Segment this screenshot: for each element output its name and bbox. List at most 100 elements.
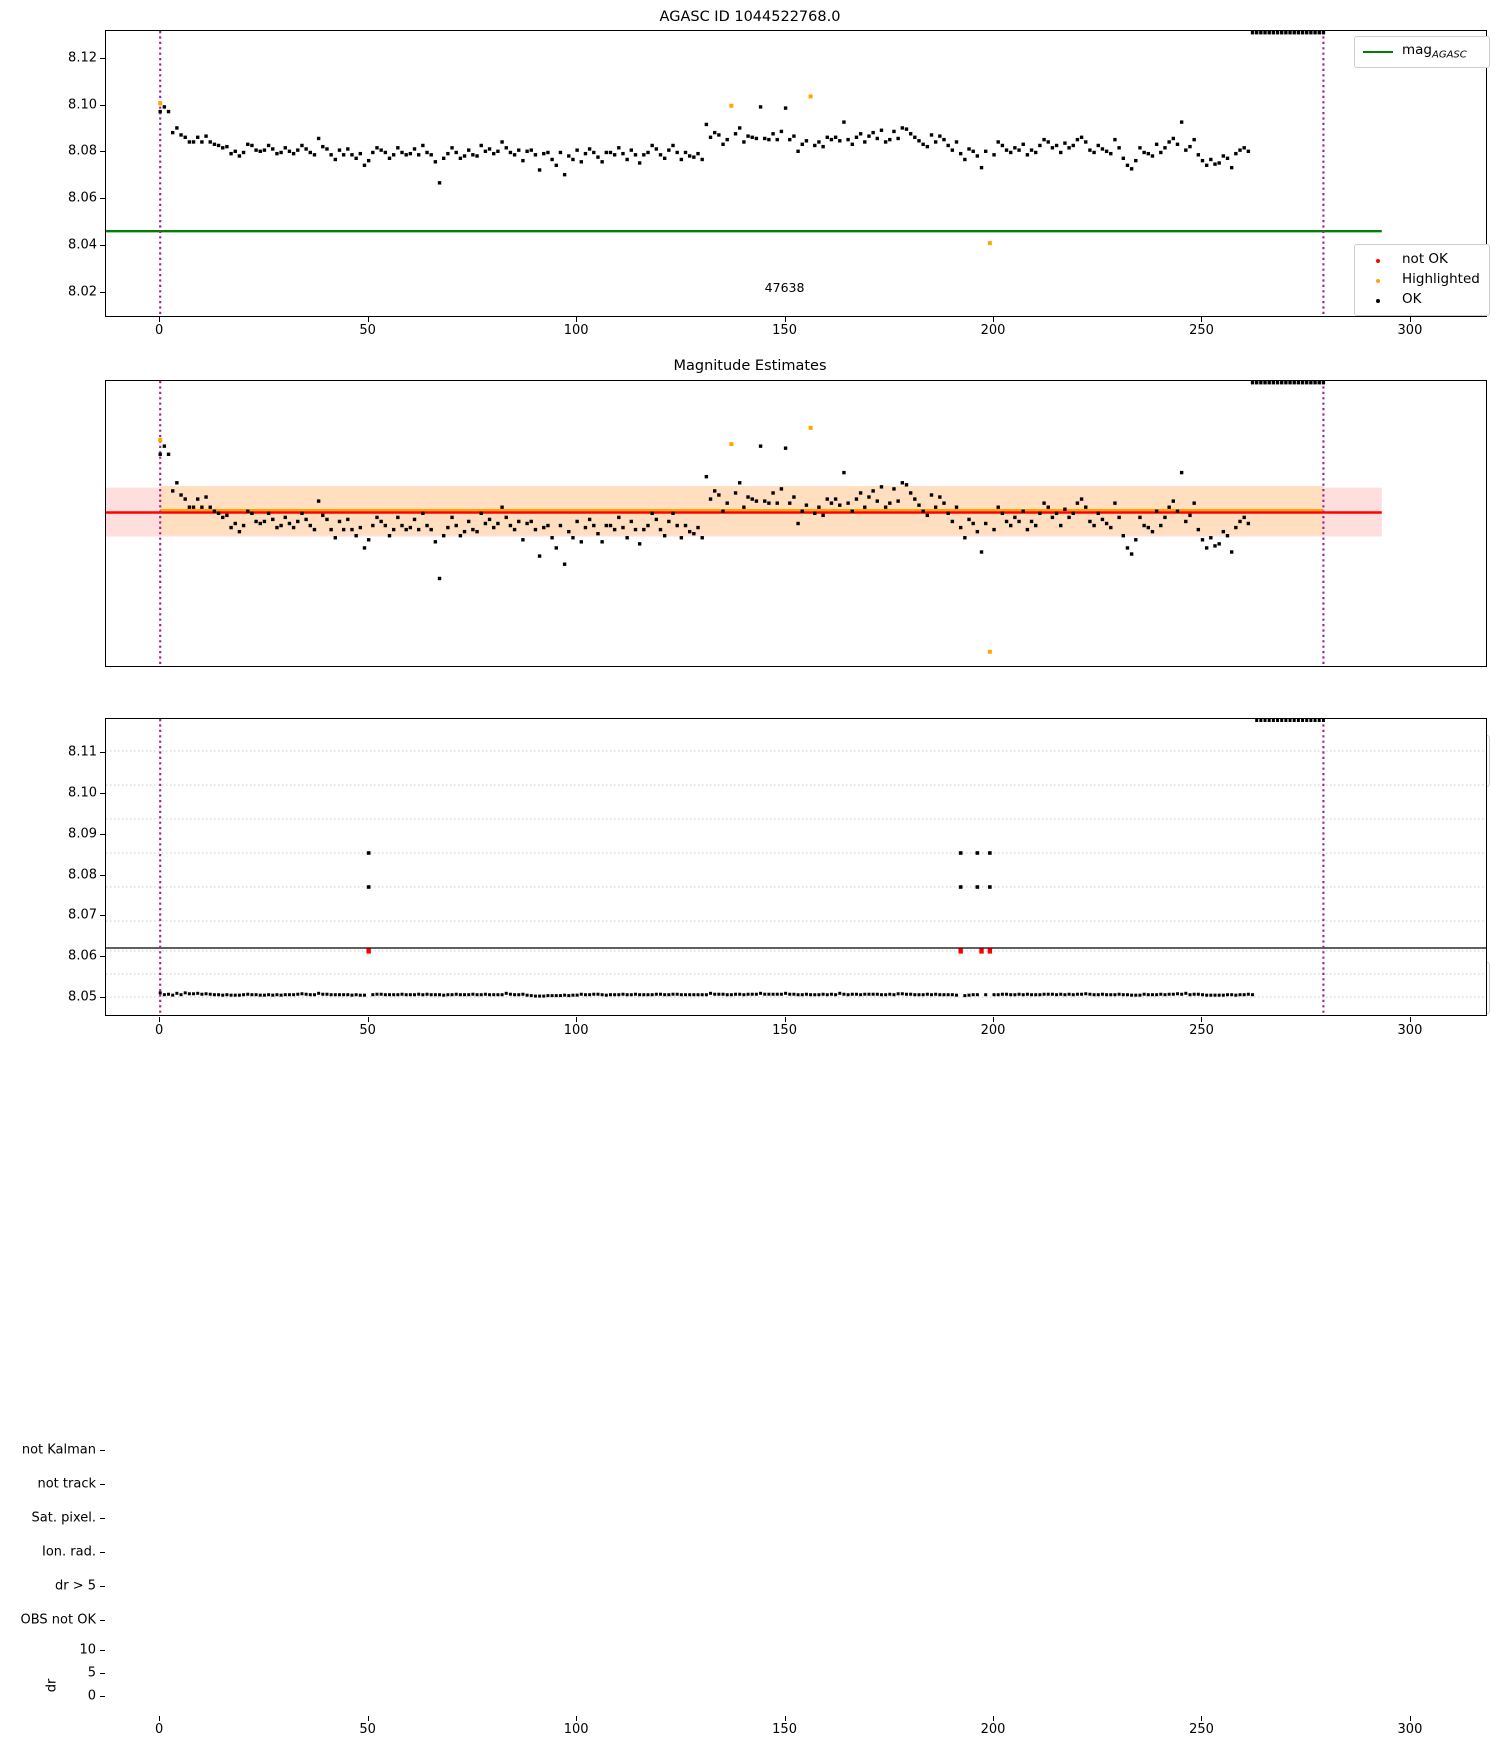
data-point bbox=[1229, 550, 1234, 554]
data-point bbox=[775, 137, 779, 142]
panel2-ytick-mark bbox=[100, 793, 105, 795]
dr-point bbox=[225, 993, 229, 997]
dr-point bbox=[471, 992, 475, 996]
data-point bbox=[350, 153, 354, 157]
data-point bbox=[262, 519, 267, 524]
data-point bbox=[692, 155, 696, 159]
panel2-ytick-label: 8.06 bbox=[68, 948, 97, 964]
data-point bbox=[183, 497, 187, 501]
data-point bbox=[1188, 513, 1192, 518]
dr-point bbox=[513, 993, 517, 997]
data-point bbox=[1171, 136, 1176, 141]
data-point bbox=[1300, 381, 1305, 385]
panel3-xtick-label: 0 bbox=[155, 1722, 164, 1737]
dr-point bbox=[1075, 992, 1079, 996]
dr-point bbox=[1009, 993, 1013, 997]
data-point bbox=[1088, 519, 1092, 524]
data-point bbox=[1179, 470, 1184, 475]
orange-dot-swatch-icon bbox=[1363, 270, 1393, 290]
data-point bbox=[933, 140, 938, 144]
dr-point bbox=[1321, 719, 1325, 722]
data-point bbox=[458, 534, 463, 538]
legend-item-not-ok[interactable]: not OK bbox=[1363, 250, 1481, 270]
data-point bbox=[1104, 521, 1109, 526]
data-point bbox=[341, 527, 346, 532]
panel2-xtick-mark bbox=[784, 1017, 786, 1022]
dr-point bbox=[892, 993, 896, 997]
dr-point bbox=[1146, 993, 1150, 997]
dr-point bbox=[713, 992, 717, 996]
data-point bbox=[612, 527, 617, 532]
data-point bbox=[1209, 157, 1213, 162]
panel2-highlighted-points bbox=[158, 425, 992, 654]
data-point bbox=[166, 452, 171, 456]
dr-point bbox=[1100, 992, 1104, 996]
data-point bbox=[458, 156, 463, 161]
flag-point bbox=[975, 851, 980, 855]
data-point bbox=[750, 135, 754, 139]
data-point bbox=[796, 521, 800, 526]
legend-item-mag-agasc[interactable]: magAGASC bbox=[1363, 42, 1481, 62]
data-point bbox=[863, 505, 867, 509]
data-point bbox=[437, 181, 442, 185]
data-point bbox=[283, 146, 287, 150]
data-point bbox=[783, 446, 788, 450]
dr-point bbox=[1180, 992, 1184, 996]
legend-item-ok[interactable]: OK bbox=[1363, 290, 1481, 310]
data-point bbox=[387, 156, 392, 161]
data-point bbox=[1109, 151, 1113, 156]
data-point bbox=[975, 154, 980, 158]
data-point bbox=[1254, 381, 1259, 385]
panel1-legend-top[interactable]: magAGASC bbox=[1354, 36, 1490, 68]
data-point bbox=[246, 509, 250, 513]
dr-point bbox=[633, 992, 637, 996]
dr-point bbox=[1088, 992, 1092, 996]
data-point bbox=[1121, 534, 1125, 538]
panel3-flag-tick bbox=[100, 1552, 105, 1553]
panel1-legend-status[interactable]: not OK Highlighted OK bbox=[1354, 244, 1490, 316]
dr-point bbox=[525, 993, 529, 997]
data-point bbox=[1167, 140, 1171, 144]
dr-point bbox=[1059, 992, 1063, 996]
dr-point bbox=[875, 992, 879, 996]
dr-point bbox=[371, 993, 375, 997]
dr-point bbox=[1113, 993, 1117, 997]
dr-point bbox=[304, 992, 308, 996]
data-point bbox=[917, 503, 921, 507]
data-point bbox=[325, 147, 329, 151]
panel-magnitude-estimates: Magnitude Estimates 476388.058.068.078.0… bbox=[0, 350, 1500, 1038]
panel1-ytick-mark bbox=[100, 58, 105, 60]
data-point bbox=[838, 503, 842, 507]
dr-point bbox=[834, 993, 838, 997]
data-point bbox=[233, 521, 237, 526]
legend-item-highlighted[interactable]: Highlighted bbox=[1363, 270, 1481, 290]
dr-point bbox=[846, 993, 850, 997]
panel3-xtick-label: 100 bbox=[563, 1722, 589, 1737]
highlighted-point bbox=[158, 438, 163, 443]
data-point bbox=[650, 143, 654, 148]
data-point bbox=[237, 154, 242, 158]
data-point bbox=[1029, 148, 1034, 152]
dr-point bbox=[483, 992, 487, 996]
dr-point bbox=[1251, 993, 1255, 997]
panel1-xtick-mark bbox=[784, 317, 786, 322]
data-point bbox=[992, 527, 996, 532]
dr-point bbox=[375, 992, 379, 996]
legend-label-highlighted: Highlighted bbox=[1402, 271, 1480, 288]
data-point bbox=[863, 140, 867, 144]
panel2-ytick-label: 8.11 bbox=[68, 744, 97, 760]
dr-point bbox=[292, 993, 296, 997]
data-point bbox=[1267, 381, 1271, 385]
data-point bbox=[454, 150, 458, 155]
data-point bbox=[817, 505, 821, 509]
data-point bbox=[329, 153, 333, 157]
dr-point bbox=[684, 993, 688, 997]
data-point bbox=[587, 147, 592, 151]
data-point bbox=[471, 527, 475, 532]
data-point bbox=[187, 140, 192, 144]
data-point bbox=[254, 148, 258, 152]
data-point bbox=[1292, 381, 1296, 385]
dr-point bbox=[971, 993, 975, 997]
data-point bbox=[1079, 135, 1084, 139]
data-point bbox=[763, 499, 767, 503]
